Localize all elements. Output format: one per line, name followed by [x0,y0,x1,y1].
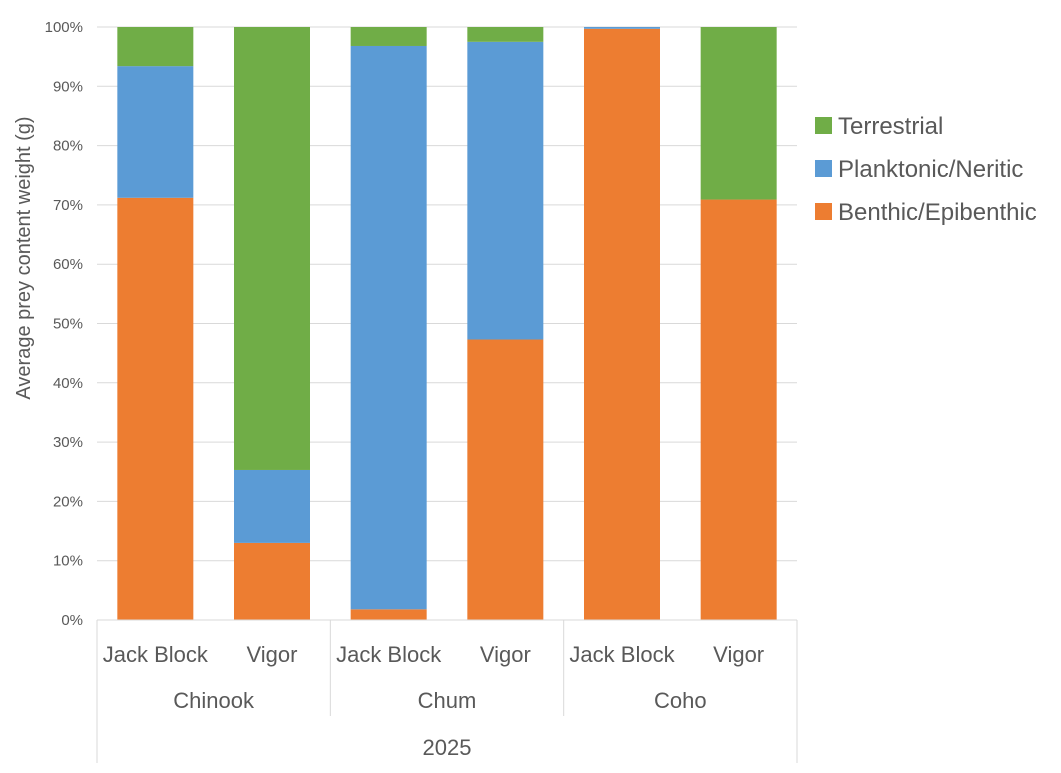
x-category-label: Vigor [247,642,298,667]
y-tick-label: 90% [53,78,83,95]
bar-segment [467,27,544,42]
legend: Terrestrial Planktonic/Neritic Benthic/Epi… [815,113,1037,226]
x-axis: Jack Block Vigor Jack Block Vigor Jack Block… [96,619,798,763]
bar-segment [234,27,310,470]
bar-segment [584,27,660,29]
x-category-label: Jack Block [336,642,442,667]
bar-segment [350,45,427,610]
legend-label: Terrestrial [838,113,943,140]
y-tick-label: 0% [61,612,83,629]
bar-segment [234,469,310,543]
gridlines [97,26,797,621]
y-tick-label: 30% [53,434,83,451]
legend-swatch [815,117,832,134]
legend-swatch [815,160,832,177]
y-tick-label: 70% [53,197,83,214]
legend-label: Planktonic/Neritic [838,156,1023,183]
bar-segment [584,28,660,621]
bar-segment [117,66,194,198]
y-tick-label: 80% [53,138,83,155]
bar-segment [234,542,310,620]
x-category-label: Jack Block [103,642,209,667]
y-tick-label: 10% [53,553,83,570]
y-axis-label: Average prey content weight (g) [13,116,35,399]
x-category-label: Vigor [480,642,531,667]
bar-segment [117,27,194,67]
x-category-label: Jack Block [569,642,675,667]
y-tick-label: 100% [45,19,83,36]
y-axis-ticks: 0% 10% 20% 30% 40% 50% 60% 70% 80% 90% 100% [45,19,83,629]
x-group-label: Coho [654,688,707,713]
y-tick-label: 60% [53,256,83,273]
y-tick-label: 50% [53,316,83,333]
legend-swatch [815,203,832,220]
x-category-label: Vigor [713,642,764,667]
bar-segment [467,41,544,340]
bar-segment [117,197,194,620]
bar-segment [350,609,427,620]
bar-segment [700,199,777,621]
y-tick-label: 20% [53,493,83,510]
legend-label: Benthic/Epibenthic [838,199,1037,226]
bars [117,27,777,621]
bar-segment [350,27,427,46]
x-group-label: Chinook [173,688,255,713]
bar-segment [700,27,777,200]
bar-segment [467,339,544,620]
x-group-label: Chum [418,688,477,713]
y-tick-label: 40% [53,375,83,392]
x-outer-group-label: 2025 [423,735,472,760]
